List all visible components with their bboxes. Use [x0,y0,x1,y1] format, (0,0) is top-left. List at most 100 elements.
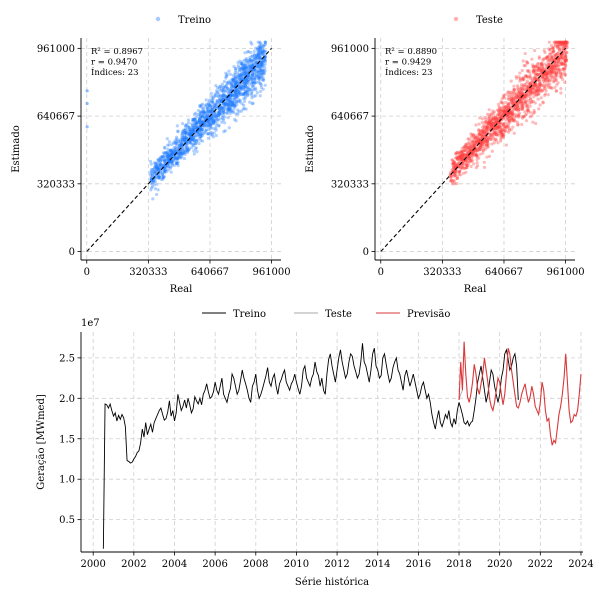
scatter-point [186,141,190,145]
scatter-point [224,83,228,87]
scatter-point [222,102,226,107]
scatter-point [200,119,204,123]
scatter-point [239,75,243,79]
scatter-point [263,55,267,59]
scatter-point [524,92,528,96]
scatter-point [200,109,204,113]
scatter-point [202,110,207,114]
scatter-point [258,48,262,52]
scatter-point [153,187,158,191]
scatter-point [242,78,246,82]
scatter-point [256,64,260,68]
scatter-point [207,98,212,102]
scatter-point [198,115,203,119]
scatter-point [260,68,265,73]
scatter-point [232,78,236,82]
scatter-point [453,182,457,186]
scatter-point [218,97,222,101]
scatter-point [167,158,171,162]
scatter-point [238,85,242,89]
scatter-point [251,72,255,76]
scatter-point [216,114,221,118]
scatter-point [222,108,226,112]
scatter-point [151,197,155,201]
y-tick-label: 961000 [37,44,75,55]
scatter-point [215,90,220,94]
scatter-point [187,140,192,144]
scatter-point [153,162,158,166]
scatter-point [244,58,248,62]
scatter-point [162,169,166,173]
scatter-point [244,56,248,61]
scatter-point [257,47,261,52]
scatter-point [228,95,232,99]
scatter-point [221,85,225,89]
scatter-point [523,64,528,68]
scatter-point [195,150,199,154]
scatter-point [526,85,530,90]
scatter-point [230,104,235,108]
scatter-point [226,86,230,90]
scatter-point [156,165,160,169]
scatter-point [168,159,172,163]
scatter-point [528,110,533,115]
scatter-point [224,85,228,89]
scatter-point [259,60,264,64]
scatter-point [190,137,195,141]
scatter-point [246,92,250,96]
scatter-point [213,92,217,96]
scatter-point [532,65,536,69]
scatter-point [239,93,243,97]
scatter-point [234,79,238,83]
scatter-point [177,155,182,160]
scatter-point [208,124,212,128]
scatter-point [503,121,508,125]
scatter-point [239,61,243,65]
scatter-point [158,159,163,163]
scatter-point [541,101,545,105]
scatter-point [496,113,500,117]
scatter-point [181,130,185,134]
scatter-point [170,159,174,164]
scatter-point [235,103,239,107]
scatter-point [184,122,189,127]
scatter-point [176,151,180,156]
scatter-point [222,104,227,108]
scatter-point [174,138,178,142]
scatter-point [177,155,181,159]
scatter-point [226,97,230,101]
scatter-point [169,149,174,154]
scatter-point [152,180,156,184]
scatter-point [248,87,252,91]
scatter-point [263,40,267,44]
scatter-point [221,90,225,94]
scatter-point [227,109,232,113]
x-tick-label: 2016 [406,559,431,570]
scatter-point [227,101,231,106]
scatter-point [209,111,214,115]
scatter-point [217,106,221,110]
scatter-point [183,137,187,141]
scatter-point [223,102,227,106]
scatter-point [514,94,518,98]
scatter-point [559,62,564,66]
scatter-point [197,116,201,121]
scatter-point [258,94,262,98]
scatter-point [233,90,237,94]
scatter-point [169,153,174,157]
scatter-point [258,65,262,70]
scatter-point [258,55,263,59]
scatter-point [454,151,458,156]
y-tick-label: 1.0 [59,475,75,486]
scatter-point [85,89,89,93]
scatter-point [226,105,230,109]
scatter-point [253,53,257,57]
scatter-point [253,68,257,72]
scatter-point [533,48,537,53]
scatter-point [226,91,231,96]
scatter-point [187,148,191,152]
scatter-point [179,150,183,154]
scatter-point [246,77,251,81]
scatter-point [204,98,208,102]
scatter-point [207,110,211,114]
